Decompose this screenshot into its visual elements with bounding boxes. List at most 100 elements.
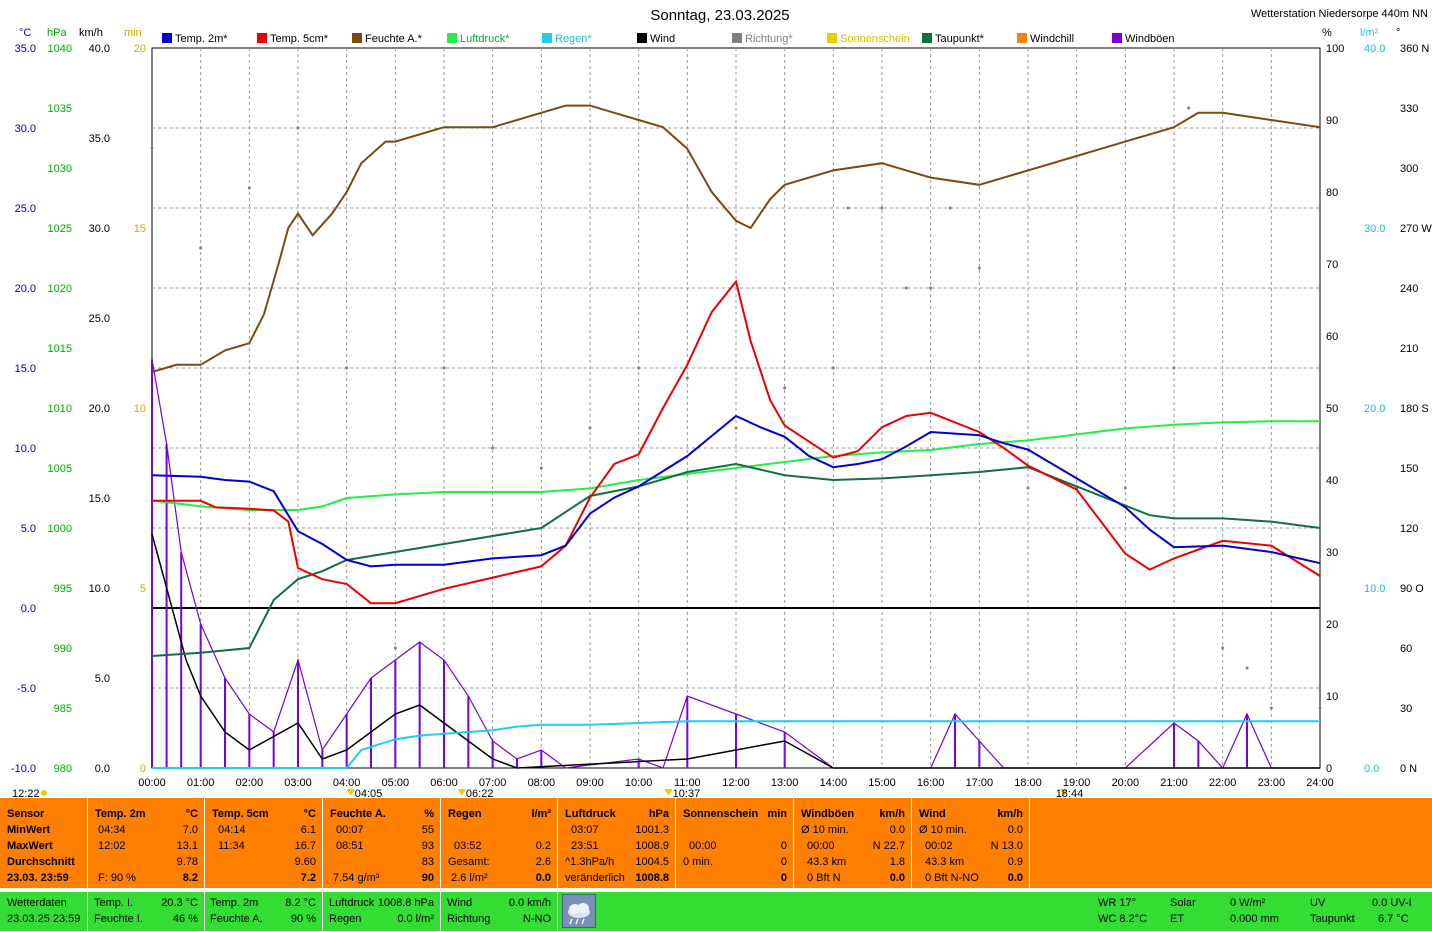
bottom-temp-i-label: Temp. I. (94, 897, 134, 909)
wind-max-time: 00:02 (925, 840, 953, 852)
tick-x: 04:00 (333, 777, 361, 789)
tick-min: 20 (134, 43, 146, 55)
tick-dir: 300 (1400, 163, 1418, 175)
tick-temp: 15.0 (15, 363, 36, 375)
windboeen-cur: 0.0 (889, 872, 905, 884)
unit-deg: ° (1396, 27, 1400, 39)
unit-pct: % (1322, 27, 1332, 39)
windboeen-title: Windböen (801, 808, 855, 820)
bottom-uv: 0.0 UV-I (1372, 897, 1412, 909)
chart-series (150, 104, 1322, 770)
temp5cm-title: Temp. 5cm (212, 808, 269, 820)
bottom-feuchte-a: 90 % (290, 913, 316, 925)
series-point-richtung (1026, 486, 1030, 490)
tick-pct: 30 (1326, 547, 1338, 559)
sonne-avg: 0 (780, 856, 787, 868)
series-point-richtung (539, 466, 543, 470)
legend-swatch-windchill (1017, 33, 1027, 43)
temp2m-unit: °C (185, 808, 198, 820)
tick-temp: -5.0 (17, 683, 36, 695)
tick-x: 22:00 (1209, 777, 1237, 789)
sonne-title: Sonnenschein (683, 808, 759, 820)
tick-x: 20:00 (1112, 777, 1140, 789)
feuchte-max: 93 (421, 840, 434, 852)
tick-dir: 90 O (1400, 583, 1424, 595)
tick-dir: 30 (1400, 703, 1412, 715)
series-point-richtung (1221, 646, 1225, 650)
chart-legend: Temp. 2m* Temp. 5cm* Feuchte A.* Luftdruck*… (162, 33, 1175, 45)
regen-cur-label: 2.6 l/m² (451, 872, 488, 884)
regen-unit: l/m² (531, 808, 551, 820)
tick-hpa: 1005 (48, 463, 72, 475)
unit-kmh: km/h (79, 27, 103, 39)
tick-pct: 60 (1326, 331, 1338, 343)
series-point-richtung (345, 366, 349, 370)
tick-lm2: 0.0 (1364, 763, 1379, 775)
tick-min: 0 (140, 763, 146, 775)
unit-celsius: °C (19, 27, 31, 39)
bottom-wind: Wind 0.0 km/h Richtung N-NO (441, 892, 558, 931)
tick-pct: 100 (1326, 43, 1344, 55)
temp5cm-avg: 9.60 (294, 856, 316, 868)
luftdruck-min-time: 03:07 (571, 824, 599, 836)
legend-label-richtung: Richtung* (745, 33, 793, 45)
bottom-outdoor: Temp. 2m 8.2 °C Feuchte A. 90 % (205, 892, 323, 931)
stats-panel: Sensor MinWert MaxWert Durchschnitt 23.0… (0, 798, 1432, 888)
tick-x: 02:00 (236, 777, 264, 789)
legend-swatch-luftdruck (447, 33, 457, 43)
tick-hpa: 1035 (48, 103, 72, 115)
series-point-richtung (1318, 706, 1322, 710)
series-point-richtung (1123, 486, 1127, 490)
luftdruck-min: 1001.3 (635, 824, 669, 836)
tick-x: 01:00 (187, 777, 215, 789)
tick-dir: 150 (1400, 463, 1418, 475)
series-point-richtung (880, 206, 884, 210)
temp2m-min: 7.0 (182, 824, 198, 836)
sonne-max-time: 00:00 (689, 840, 717, 852)
series-line-luftdruck (151, 420, 1320, 511)
bottom-wetterdaten: Wetterdaten 23.03.25 23:59 (0, 892, 88, 931)
tick-kmh: 40.0 (89, 43, 110, 55)
marker-sunrise-label: 04:05 (355, 788, 383, 798)
bottom-regen: 0.0 l/m² (397, 913, 434, 925)
series-point-richtung (296, 126, 300, 130)
tick-x: 24:00 (1306, 777, 1334, 789)
temp2m-title: Temp. 2m (95, 808, 146, 820)
tick-hpa: 1040 (48, 43, 72, 55)
tick-x: 17:00 (966, 777, 994, 789)
bottom-et: 0.000 mm (1230, 913, 1279, 925)
tick-x: 14:00 (820, 777, 848, 789)
tick-x: 15:00 (868, 777, 896, 789)
tick-lm2: 10.0 (1364, 583, 1385, 595)
tick-x: 05:00 (382, 777, 410, 789)
unit-lm2: l/m² (1360, 27, 1379, 39)
feuchte-cur: 90 (421, 872, 434, 884)
legend-swatch-temp5cm (257, 33, 267, 43)
bottom-feuchte-a-label: Feuchte A. (210, 913, 263, 925)
regen-cur: 0.0 (535, 872, 551, 884)
tick-min: 15 (134, 223, 146, 235)
series-line-taupunkt (151, 462, 1321, 657)
tick-x: 21:00 (1160, 777, 1188, 789)
tick-temp: 25.0 (15, 203, 36, 215)
tick-x: 00:00 (138, 777, 166, 789)
legend-label-feuchte: Feuchte A.* (365, 33, 423, 45)
chart-markers: 04:05 06:22 10:37 18:44 12:22 (12, 788, 1083, 798)
bottom-luftdruck-label: Luftdruck (329, 897, 375, 909)
bottom-solar-label: Solar (1170, 897, 1196, 909)
tick-x: 18:00 (1014, 777, 1042, 789)
tick-kmh: 5.0 (95, 673, 110, 685)
windboeen-avg-label: 43.3 km (807, 856, 847, 868)
series-point-richtung (734, 426, 738, 430)
tick-x: 07:00 (479, 777, 507, 789)
tick-pct: 90 (1326, 115, 1338, 127)
regen-gesamt-label: Gesamt: (448, 856, 490, 868)
series-point-richtung (393, 646, 397, 650)
bottom-wr: WR 17° (1098, 897, 1137, 909)
station-name: Wetterstation Niedersorpe 440m NN (1251, 8, 1428, 20)
legend-swatch-wind (637, 33, 647, 43)
tick-kmh: 25.0 (89, 313, 110, 325)
legend-swatch-richtung (732, 33, 742, 43)
marker-sunrise-icon (346, 789, 355, 796)
tick-hpa: 985 (54, 703, 72, 715)
